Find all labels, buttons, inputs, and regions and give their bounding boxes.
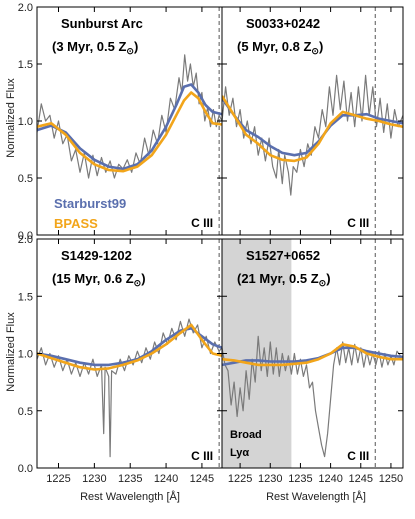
- broad-lya-label-line2: Lyα: [230, 447, 249, 459]
- x-tick-label: 1245: [349, 473, 373, 485]
- y-tick-label: 2.0: [18, 234, 33, 246]
- bpass-model-line: [37, 323, 222, 371]
- panel-subtitle: (5 Myr, 0.8 Z⊙): [237, 39, 323, 56]
- x-tick-label: 1240: [318, 473, 342, 485]
- starburst99-model-line: [37, 327, 222, 367]
- observed-spectrum-line: [222, 74, 403, 196]
- panel-title: S1429-1202: [61, 248, 132, 263]
- legend-bpass: BPASS: [54, 216, 98, 231]
- starburst99-model-line: [222, 97, 403, 157]
- starburst99-model-line: [222, 346, 403, 367]
- bpass-model-line: [222, 95, 403, 163]
- ciii-label: C III: [191, 449, 213, 463]
- x-tick-label: 1245: [190, 473, 214, 485]
- ciii-label: C III: [191, 216, 213, 230]
- bpass-model-line: [37, 91, 222, 173]
- x-tick-label: 1235: [288, 473, 312, 485]
- y-axis-title-top: Normalized Flux: [5, 78, 17, 158]
- panel-3: 0.0 0.5 1.0 1.5 2.0 1225 1230 1235 1240 1245 S1429…: [18, 234, 223, 485]
- y-tick-label: 1.5: [18, 59, 33, 71]
- panel-1: 0.0 0.5 1.0 1.5 2.0 Sunburst Arc (3 Myr, 0.5 Z…: [18, 2, 223, 242]
- observed-spectrum-line: [37, 54, 222, 179]
- y-tick-label: 2.0: [18, 2, 33, 14]
- y-tick-label: 0.0: [18, 463, 33, 475]
- starburst99-model-line: [37, 83, 222, 171]
- observed-spectrum-line: [37, 318, 222, 458]
- legend-starburst99: Starburst99: [54, 196, 126, 211]
- panel-title: S0033+0242: [246, 16, 320, 31]
- x-tick-label: 1250: [379, 473, 403, 485]
- panel-subtitle: (15 Myr, 0.6 Z⊙): [52, 271, 146, 288]
- y-tick-label: 0.5: [18, 406, 33, 418]
- panel-4: 1225 1230 1235 1240 1245 1250 S1527+0652 (21 My…: [221, 238, 404, 485]
- x-tick-label: 1240: [154, 473, 178, 485]
- x-tick-label: 1230: [82, 473, 106, 485]
- ciii-label: C III: [347, 449, 369, 463]
- broad-lya-label: Broad: [230, 429, 262, 441]
- y-tick-label: 0.5: [18, 173, 33, 185]
- panel-title: Sunburst Arc: [61, 16, 143, 31]
- panels: 0.0 0.5 1.0 1.5 2.0 Sunburst Arc (3 Myr, 0.5 Z…: [18, 2, 404, 485]
- ciii-label: C III: [347, 216, 369, 230]
- x-tick-label: 1225: [46, 473, 70, 485]
- y-tick-label: 1.5: [18, 291, 33, 303]
- bpass-model-line: [222, 343, 403, 367]
- y-tick-label: 0.0: [18, 230, 33, 242]
- panel-subtitle: (3 Myr, 0.5 Z⊙): [52, 39, 138, 56]
- panel-2: S0033+0242 (5 Myr, 0.8 Z⊙) C III: [221, 6, 404, 236]
- x-tick-label: 1230: [258, 473, 282, 485]
- y-tick-label: 1.0: [18, 349, 33, 361]
- x-tick-label: 1225: [228, 473, 252, 485]
- x-tick-label: 1235: [118, 473, 142, 485]
- panel-title: S1527+0652: [246, 248, 320, 263]
- panel-subtitle: (21 Myr, 0.5 Z⊙): [237, 271, 331, 288]
- x-axis-title-right: Rest Wavelength [Å]: [266, 490, 366, 503]
- y-axis-title-bottom: Normalized Flux: [5, 312, 17, 392]
- observed-spectrum-line: [222, 335, 403, 458]
- x-axis-title-left: Rest Wavelength [Å]: [80, 490, 180, 503]
- y-tick-label: 1.0: [18, 116, 33, 128]
